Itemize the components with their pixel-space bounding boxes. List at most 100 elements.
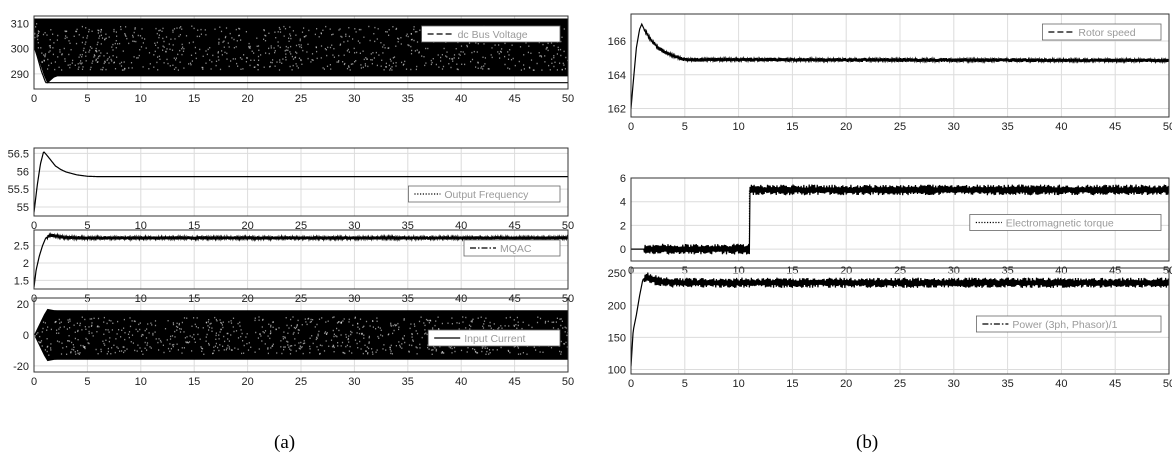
band-speck bbox=[179, 34, 181, 36]
band-speck bbox=[428, 322, 430, 324]
band-speck bbox=[350, 330, 352, 333]
band-speck bbox=[120, 28, 122, 31]
band-speck bbox=[235, 46, 237, 48]
band-speck bbox=[456, 322, 458, 324]
band-speck bbox=[311, 59, 313, 61]
legend: MQAC bbox=[463, 239, 561, 257]
band-speck bbox=[114, 351, 116, 354]
x-tick-label: 40 bbox=[455, 376, 467, 388]
caption-b: (b) bbox=[856, 432, 879, 453]
band-speck bbox=[405, 35, 407, 37]
band-speck bbox=[410, 68, 412, 71]
band-speck bbox=[107, 347, 109, 350]
x-tick-label: 15 bbox=[188, 93, 200, 105]
band-speck bbox=[304, 35, 306, 38]
band-speck bbox=[209, 323, 211, 325]
band-speck bbox=[91, 30, 93, 32]
band-speck bbox=[271, 61, 273, 64]
band-speck bbox=[213, 346, 215, 348]
band-speck bbox=[295, 350, 297, 352]
band-speck bbox=[346, 50, 348, 52]
band-speck bbox=[336, 335, 338, 338]
band-speck bbox=[563, 343, 565, 345]
band-speck bbox=[270, 347, 272, 349]
band-speck bbox=[362, 352, 364, 355]
band-speck bbox=[113, 61, 115, 63]
band-speck bbox=[228, 340, 230, 342]
band-speck bbox=[410, 53, 413, 55]
band-speck bbox=[357, 326, 359, 328]
band-speck bbox=[369, 39, 371, 42]
band-speck bbox=[497, 328, 499, 330]
legend-box bbox=[976, 315, 1162, 333]
plot-area bbox=[631, 22, 1169, 109]
band-speck bbox=[298, 44, 300, 46]
band-speck bbox=[451, 323, 453, 325]
band-speck bbox=[264, 330, 267, 332]
band-speck bbox=[481, 350, 483, 353]
band-speck bbox=[114, 68, 117, 70]
plot-area bbox=[34, 308, 568, 362]
x-tick-label: 50 bbox=[562, 220, 574, 232]
band-speck bbox=[201, 347, 203, 349]
band-speck bbox=[254, 319, 256, 322]
band-speck bbox=[348, 66, 350, 68]
band-speck bbox=[532, 69, 534, 71]
legend: dc Bus Voltage bbox=[421, 25, 561, 43]
legend: Electromagnetic torque bbox=[969, 214, 1162, 231]
band-speck bbox=[498, 53, 500, 55]
band-speck bbox=[81, 56, 83, 58]
band-speck bbox=[314, 326, 316, 328]
band-speck bbox=[286, 324, 288, 327]
band-speck bbox=[483, 346, 485, 348]
band-speck bbox=[85, 41, 87, 43]
band-speck bbox=[299, 348, 301, 350]
band-speck bbox=[553, 45, 555, 47]
band-speck bbox=[408, 344, 411, 346]
band-speck bbox=[344, 352, 346, 355]
band-speck bbox=[197, 327, 199, 329]
band-speck bbox=[348, 350, 350, 352]
band-speck bbox=[108, 36, 110, 38]
band-speck bbox=[148, 68, 150, 70]
band-speck bbox=[68, 40, 70, 42]
band-speck bbox=[310, 61, 312, 63]
band-speck bbox=[559, 48, 562, 51]
band-speck bbox=[84, 347, 86, 350]
band-speck bbox=[179, 27, 181, 29]
band-speck bbox=[538, 52, 540, 54]
band-speck bbox=[218, 59, 220, 61]
band-speck bbox=[397, 322, 399, 325]
band-speck bbox=[481, 347, 483, 349]
band-speck bbox=[207, 321, 209, 323]
band-speck bbox=[329, 64, 331, 66]
x-tick-label: 0 bbox=[31, 220, 37, 232]
band-speck bbox=[295, 51, 297, 53]
band-speck bbox=[452, 60, 454, 62]
y-tick-label: 200 bbox=[608, 300, 626, 312]
band-speck bbox=[384, 47, 386, 49]
band-speck bbox=[137, 34, 139, 37]
band-speck bbox=[507, 58, 510, 60]
band-speck bbox=[229, 32, 231, 35]
band-speck bbox=[96, 331, 98, 333]
band-speck bbox=[414, 325, 416, 327]
axes-frame bbox=[33, 297, 569, 373]
band-speck bbox=[42, 33, 45, 36]
band-speck bbox=[94, 55, 96, 57]
band-speck bbox=[338, 321, 340, 323]
band-speck bbox=[169, 338, 172, 340]
band-speck bbox=[410, 323, 412, 325]
band-speck bbox=[339, 43, 342, 45]
band-speck bbox=[48, 64, 50, 67]
band-speck bbox=[383, 344, 385, 346]
band-speck bbox=[343, 54, 345, 56]
band-speck bbox=[171, 335, 174, 337]
band-speck bbox=[435, 320, 437, 322]
band-speck bbox=[380, 329, 382, 331]
band-speck bbox=[368, 337, 370, 339]
band-speck bbox=[123, 327, 125, 329]
band-speck bbox=[294, 327, 297, 330]
band-speck bbox=[154, 320, 157, 322]
band-speck bbox=[295, 34, 297, 36]
